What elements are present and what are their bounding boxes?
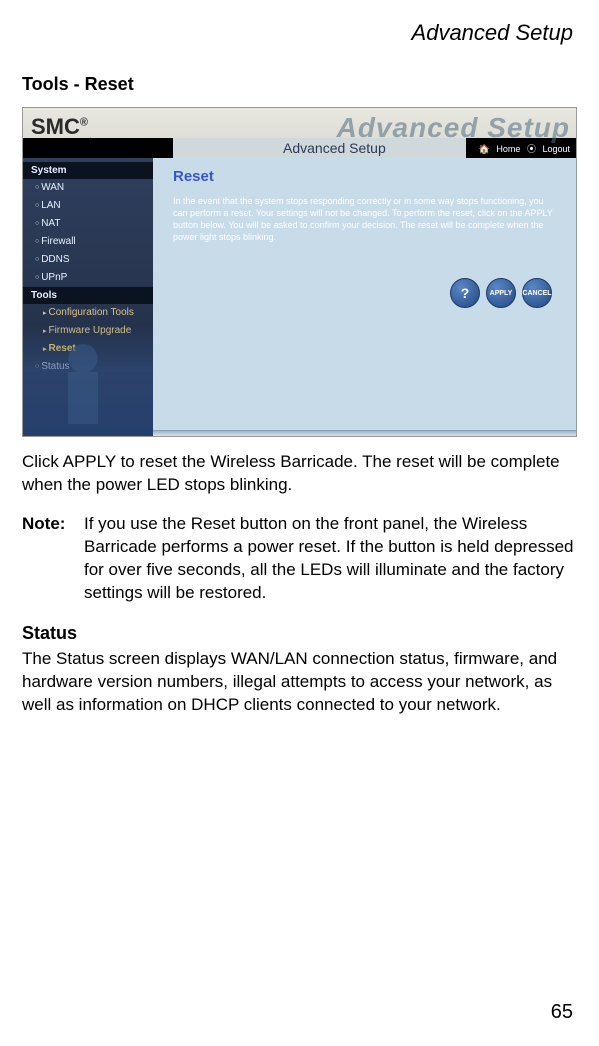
router-ui-screenshot: Advanced Setup SMC® N e t w o r k s Adva…: [22, 107, 577, 437]
paragraph-apply-instruction: Click APPLY to reset the Wireless Barric…: [22, 451, 577, 497]
note-text: If you use the Reset button on the front…: [84, 513, 577, 605]
page-header: Advanced Setup: [22, 20, 577, 46]
note-block: Note: If you use the Reset button on the…: [22, 513, 577, 605]
sidebar-item-wan[interactable]: WAN: [23, 179, 153, 197]
banner-links: 🏠 Home ⦿ Logout: [475, 142, 570, 155]
sidebar-item-firewall[interactable]: Firewall: [23, 233, 153, 251]
sidebar: System WAN LAN NAT Firewall DDNS UPnP To…: [23, 158, 153, 436]
sidebar-group-system[interactable]: System: [23, 162, 153, 179]
sidebar-item-nat[interactable]: NAT: [23, 215, 153, 233]
logout-link-label: Logout: [542, 144, 570, 154]
home-link-label: Home: [496, 144, 520, 154]
content-description: In the event that the system stops respo…: [173, 195, 553, 243]
page-number: 65: [551, 1001, 573, 1024]
banner-title: Advanced Setup: [173, 138, 466, 158]
home-link[interactable]: 🏠 Home: [479, 144, 521, 154]
content-pane: Reset In the event that the system stops…: [153, 158, 576, 436]
sidebar-item-upnp[interactable]: UPnP: [23, 269, 153, 287]
logout-link[interactable]: ⦿ Logout: [527, 144, 570, 154]
sidebar-item-ddns[interactable]: DDNS: [23, 251, 153, 269]
help-button[interactable]: [450, 278, 480, 308]
brand-logo-text: SMC: [31, 114, 80, 139]
note-label: Note:: [22, 513, 84, 605]
brand-logo-reg: ®: [80, 117, 88, 129]
section-title: Tools - Reset: [22, 74, 577, 95]
action-button-row: APPLY CANCEL: [450, 278, 552, 308]
sidebar-item-lan[interactable]: LAN: [23, 197, 153, 215]
cancel-button[interactable]: CANCEL: [522, 278, 552, 308]
subhead-status: Status: [22, 623, 577, 644]
sidebar-group-tools[interactable]: Tools: [23, 287, 153, 304]
banner: SMC® N e t w o r k s Advanced Setup 🏠 Ho…: [23, 108, 576, 158]
apply-button[interactable]: APPLY: [486, 278, 516, 308]
brand-logo: SMC®: [31, 114, 88, 140]
screenshot-footer-bar: [153, 430, 576, 436]
paragraph-status: The Status screen displays WAN/LAN conne…: [22, 648, 577, 717]
sidebar-illustration: [23, 326, 153, 436]
content-heading: Reset: [173, 168, 560, 185]
sidebar-sub-config-tools[interactable]: Configuration Tools: [23, 304, 153, 322]
